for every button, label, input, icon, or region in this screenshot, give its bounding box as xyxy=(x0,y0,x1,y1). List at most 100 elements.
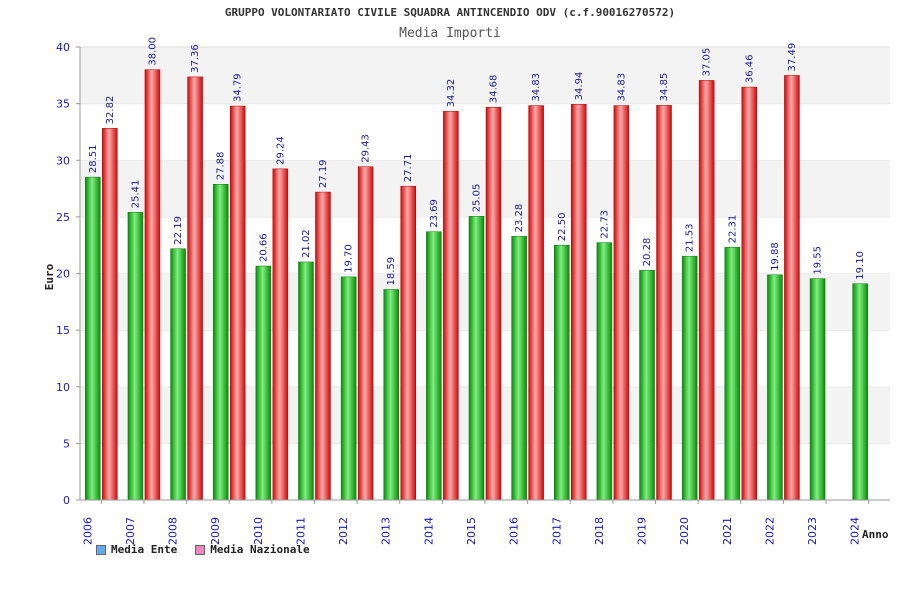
bar-media-ente xyxy=(426,231,442,501)
x-axis-label: Anno xyxy=(862,528,889,541)
data-label-ente: 22.73 xyxy=(599,210,610,239)
data-label-ente: 23.28 xyxy=(514,204,525,233)
bar-media-ente xyxy=(809,278,826,501)
data-label-nazionale: 37.36 xyxy=(190,44,201,73)
bar-media-ente xyxy=(170,248,186,501)
data-label-nazionale: 34.68 xyxy=(489,75,500,104)
labels-layer: 2006 28.51 32.82 2007 25.41 38.00 2008 22.19 37.… xyxy=(81,37,866,545)
data-label-ente: 19.10 xyxy=(855,251,866,280)
legend-label-nazionale: Media Nazionale xyxy=(210,543,310,556)
bar-media-nazionale xyxy=(656,105,672,501)
x-tick-label: 2010 xyxy=(252,517,265,545)
y-tick-label: 5 xyxy=(63,437,70,450)
bar-media-nazionale xyxy=(784,75,800,501)
x-tick-label: 2014 xyxy=(422,517,435,545)
y-axis-label: Euro xyxy=(43,263,56,290)
bar-media-nazionale xyxy=(187,76,203,501)
bar-media-ente xyxy=(212,184,229,501)
chart-subtitle: Media Importi xyxy=(399,26,501,41)
data-label-nazionale: 36.46 xyxy=(744,54,755,83)
bar-media-ente xyxy=(340,276,357,501)
bar-media-ente xyxy=(383,289,399,501)
bar-media-ente xyxy=(681,255,698,501)
data-label-ente: 20.66 xyxy=(258,233,269,262)
data-label-nazionale: 34.32 xyxy=(446,79,457,108)
data-label-nazionale: 29.24 xyxy=(275,136,286,165)
data-label-nazionale: 34.83 xyxy=(531,73,542,102)
y-tick-label: 15 xyxy=(56,324,70,337)
data-label-ente: 25.05 xyxy=(472,184,483,213)
data-label-ente: 19.55 xyxy=(813,246,824,275)
data-label-ente: 22.31 xyxy=(727,215,738,244)
axes-layer: 0 5 10 15 20 25 30 35 40 xyxy=(56,41,890,507)
x-tick-label: 2008 xyxy=(167,517,180,545)
bar-media-nazionale xyxy=(443,111,459,501)
data-label-ente: 25.41 xyxy=(130,180,141,209)
bar-media-nazionale xyxy=(485,106,502,501)
x-tick-label: 2020 xyxy=(678,517,691,545)
chart-title: GRUPPO VOLONTARIATO CIVILE SQUADRA ANTIN… xyxy=(224,6,676,19)
y-tick-label: 40 xyxy=(56,41,70,54)
data-label-ente: 21.53 xyxy=(685,224,696,253)
x-tick-label: 2024 xyxy=(849,517,862,545)
bar-media-nazionale xyxy=(741,86,758,501)
data-label-nazionale: 34.94 xyxy=(574,72,585,101)
y-tick-label: 25 xyxy=(56,211,70,224)
y-tick-label: 20 xyxy=(56,268,70,281)
x-tick-label: 2021 xyxy=(721,517,734,545)
bar-media-nazionale xyxy=(528,105,544,501)
data-label-ente: 28.51 xyxy=(88,144,99,173)
bar-media-nazionale xyxy=(613,105,630,501)
x-tick-label: 2009 xyxy=(209,517,222,545)
bar-media-ente xyxy=(639,270,655,501)
data-label-ente: 19.88 xyxy=(770,242,781,271)
x-tick-label: 2007 xyxy=(124,517,137,545)
x-tick-label: 2022 xyxy=(763,517,776,545)
x-tick-label: 2019 xyxy=(636,517,649,545)
y-tick-label: 35 xyxy=(56,98,70,111)
y-tick-label: 30 xyxy=(56,154,70,167)
data-label-ente: 23.69 xyxy=(429,199,440,228)
bar-media-nazionale xyxy=(102,128,118,501)
bar-media-nazionale xyxy=(571,104,587,501)
bar-media-nazionale xyxy=(272,168,289,501)
data-label-ente: 22.50 xyxy=(557,213,568,242)
bar-media-nazionale xyxy=(698,80,715,501)
x-tick-label: 2017 xyxy=(550,517,563,545)
x-tick-label: 2023 xyxy=(806,517,819,545)
data-label-ente: 20.28 xyxy=(642,238,653,267)
bar-media-ente xyxy=(127,211,144,501)
bar-media-nazionale xyxy=(315,191,331,501)
bar-media-nazionale xyxy=(400,185,416,501)
data-label-nazionale: 32.82 xyxy=(105,96,116,125)
x-tick-label: 2011 xyxy=(294,517,307,545)
data-label-ente: 21.02 xyxy=(301,229,312,258)
bar-media-nazionale xyxy=(144,69,161,501)
x-tick-label: 2006 xyxy=(81,517,94,545)
legend-swatch-nazionale xyxy=(195,544,206,555)
y-tick-label: 0 xyxy=(63,494,70,507)
bar-media-ente xyxy=(255,265,272,501)
bar-media-ente xyxy=(767,274,783,501)
bar-media-ente xyxy=(85,176,101,501)
x-tick-label: 2016 xyxy=(508,517,521,545)
legend-item-nazionale: Media Nazionale xyxy=(195,543,310,556)
x-tick-label: 2018 xyxy=(593,517,606,545)
data-label-nazionale: 29.43 xyxy=(361,134,372,163)
data-label-nazionale: 34.85 xyxy=(659,73,670,102)
data-label-ente: 18.59 xyxy=(386,257,397,286)
data-label-nazionale: 27.19 xyxy=(318,159,329,188)
x-tick-label: 2015 xyxy=(465,517,478,545)
bars-layer xyxy=(85,69,868,501)
bar-media-ente xyxy=(596,242,613,501)
legend-swatch-ente xyxy=(96,544,106,555)
data-label-nazionale: 38.00 xyxy=(147,37,158,66)
data-label-nazionale: 37.05 xyxy=(702,48,713,77)
bar-media-ente xyxy=(852,283,868,501)
bar-media-ente xyxy=(298,261,314,501)
data-label-nazionale: 34.83 xyxy=(616,73,627,102)
data-label-nazionale: 34.79 xyxy=(233,73,244,102)
data-label-nazionale: 27.71 xyxy=(403,154,414,183)
x-tick-label: 2012 xyxy=(337,517,350,545)
